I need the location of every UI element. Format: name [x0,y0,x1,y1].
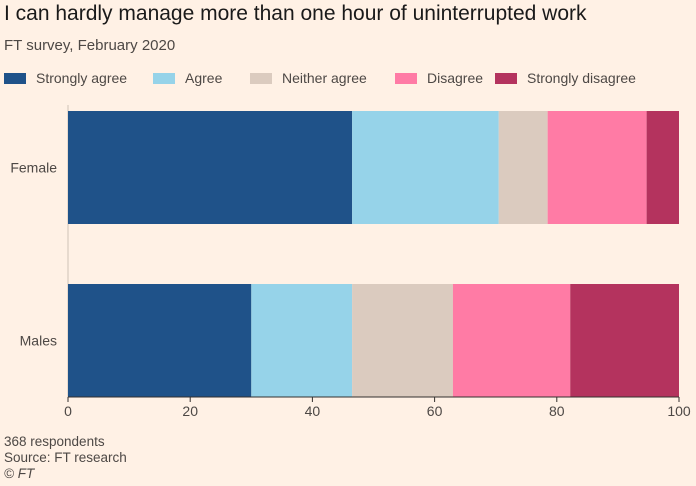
legend-label: Disagree [427,70,484,86]
legend-swatch [250,72,272,84]
x-tick-label-20: 20 [182,403,198,419]
legend-label: Neither agree [282,70,367,86]
legend-item-agree: Agree [153,68,222,88]
x-tick-label-60: 60 [427,403,443,419]
legend-item-disagree: Disagree [395,68,483,88]
legend-swatch [153,72,175,84]
bar-males-strongly-disagree [570,284,679,397]
stacked-bar-chart: Female Males 0 20 40 60 80 100 [10,105,691,419]
bar-female-disagree [547,111,647,224]
legend-label: Agree [185,70,223,86]
legend-label: Strongly agree [36,70,128,86]
respondents-note: 368 respondents [4,434,105,449]
bar-males-disagree [452,284,571,397]
legend-swatch [4,72,26,84]
legend-swatch [395,72,417,84]
copyright-note: © FT [4,466,35,481]
bar-female-strongly-disagree [646,111,679,224]
legend-swatch [495,72,517,84]
legend-label: Strongly disagree [527,70,636,86]
bar-female-neither-agree [498,111,548,224]
bar-males-neither-agree [352,284,453,397]
category-label-males: Males [20,333,57,349]
bar-female-strongly-agree [68,111,353,224]
bar-female-agree [352,111,499,224]
legend-item-strongly-disagree: Strongly disagree [495,68,636,88]
category-label-female: Female [10,160,57,176]
legend: Strongly agree Agree Neither agree Disagree… [0,68,696,88]
footer: 368 respondents Source: FT research © FT [4,434,127,482]
x-tick-label-100: 100 [667,403,691,419]
x-tick-label-40: 40 [305,403,321,419]
legend-item-strongly-agree: Strongly agree [4,68,127,88]
x-tick-label-80: 80 [549,403,565,419]
legend-item-neither-agree: Neither agree [250,68,367,88]
chart-title: I can hardly manage more than one hour o… [4,2,587,25]
source-note: Source: FT research [4,450,127,465]
bar-males-strongly-agree [68,284,252,397]
chart-subtitle: FT survey, February 2020 [4,37,176,54]
x-tick-label-0: 0 [64,403,72,419]
bar-males-agree [251,284,353,397]
